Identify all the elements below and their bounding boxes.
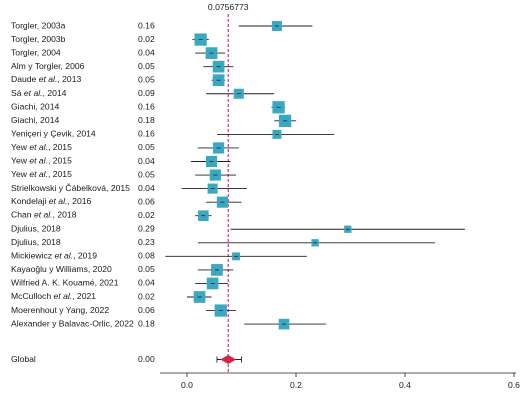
study-label: Yew et al., 2015 xyxy=(11,169,72,179)
x-tick-label: 0.4 xyxy=(399,380,411,390)
study-weights: 0.16 0.02 0.04 0.05 0.05 0.09 0.16 0.18 0.16 0.05… xyxy=(138,20,155,364)
pooled-weight: 0.00 xyxy=(138,354,155,364)
study-weight: 0.09 xyxy=(138,88,155,98)
study-label: Daude et al., 2013 xyxy=(11,74,81,84)
study-label: Kondelaji et al., 2016 xyxy=(11,196,92,206)
study-label: Moerenhout y Yang, 2022 xyxy=(11,305,109,315)
study-weight: 0.06 xyxy=(138,305,155,315)
study-weight: 0.18 xyxy=(138,318,155,328)
study-weight: 0.29 xyxy=(138,224,155,234)
x-tick-label: 0.6 xyxy=(508,380,520,390)
study-label: Torgler, 2003a xyxy=(11,20,66,30)
study-weight: 0.23 xyxy=(138,237,155,247)
study-label: Giachi, 2014 xyxy=(11,102,59,112)
study-label: McCulloch et al., 2021 xyxy=(11,291,96,301)
x-axis: 0.0 0.2 0.4 0.6 xyxy=(160,372,520,390)
study-weight: 0.04 xyxy=(138,278,155,288)
study-weight: 0.16 xyxy=(138,20,155,30)
study-weight: 0.04 xyxy=(138,156,155,166)
x-tick-label: 0.0 xyxy=(181,380,193,390)
study-weight: 0.18 xyxy=(138,115,155,125)
study-label: Torgler, 2003b xyxy=(11,34,66,44)
study-label: Sá et al., 2014 xyxy=(11,88,67,98)
study-weight: 0.04 xyxy=(138,47,155,57)
study-weight: 0.02 xyxy=(138,291,155,301)
study-label: Torgler, 2004 xyxy=(11,47,61,57)
study-marks xyxy=(165,20,465,364)
study-label: Djulius, 2018 xyxy=(11,224,61,234)
study-weight: 0.06 xyxy=(138,196,155,206)
study-weight: 0.05 xyxy=(138,264,155,274)
study-weight: 0.04 xyxy=(138,183,155,193)
study-weight: 0.05 xyxy=(138,169,155,179)
study-label: Wilfried A. K. Kouamé, 2021 xyxy=(11,278,119,288)
study-label: Yeniçeri y Çevik, 2014 xyxy=(11,129,96,139)
study-label: Alm y Torgler, 2006 xyxy=(11,61,85,71)
pooled-label: Global xyxy=(11,354,36,364)
study-weight: 0.05 xyxy=(138,74,155,84)
study-label: Yew et al., 2015 xyxy=(11,142,72,152)
study-weight: 0.16 xyxy=(138,102,155,112)
x-tick-label: 0.2 xyxy=(290,380,302,390)
study-label: Giachi, 2014 xyxy=(11,115,59,125)
study-label: Alexander y Balavac-Orlic, 2022 xyxy=(11,318,134,328)
reference-label: 0.0756773 xyxy=(208,2,249,12)
pooled-diamond xyxy=(220,355,237,364)
study-weight: 0.05 xyxy=(138,142,155,152)
study-label: Djulius, 2018 xyxy=(11,237,61,247)
study-label: Chan et al., 2018 xyxy=(11,210,77,220)
study-weight: 0.02 xyxy=(138,34,155,44)
study-weight: 0.16 xyxy=(138,129,155,139)
study-weight: 0.02 xyxy=(138,210,155,220)
study-label: Strielkowski y Čábelková, 2015 xyxy=(11,183,130,193)
study-labels: Torgler, 2003a Torgler, 2003b Torgler, 200… xyxy=(11,20,134,364)
study-weight: 0.05 xyxy=(138,61,155,71)
study-label: Yew et al., 2015 xyxy=(11,156,72,166)
study-label: Kayaoğlu y Williams, 2020 xyxy=(11,264,112,274)
study-weight: 0.08 xyxy=(138,251,155,261)
study-label: Mickiewicz et al., 2019 xyxy=(11,251,97,261)
